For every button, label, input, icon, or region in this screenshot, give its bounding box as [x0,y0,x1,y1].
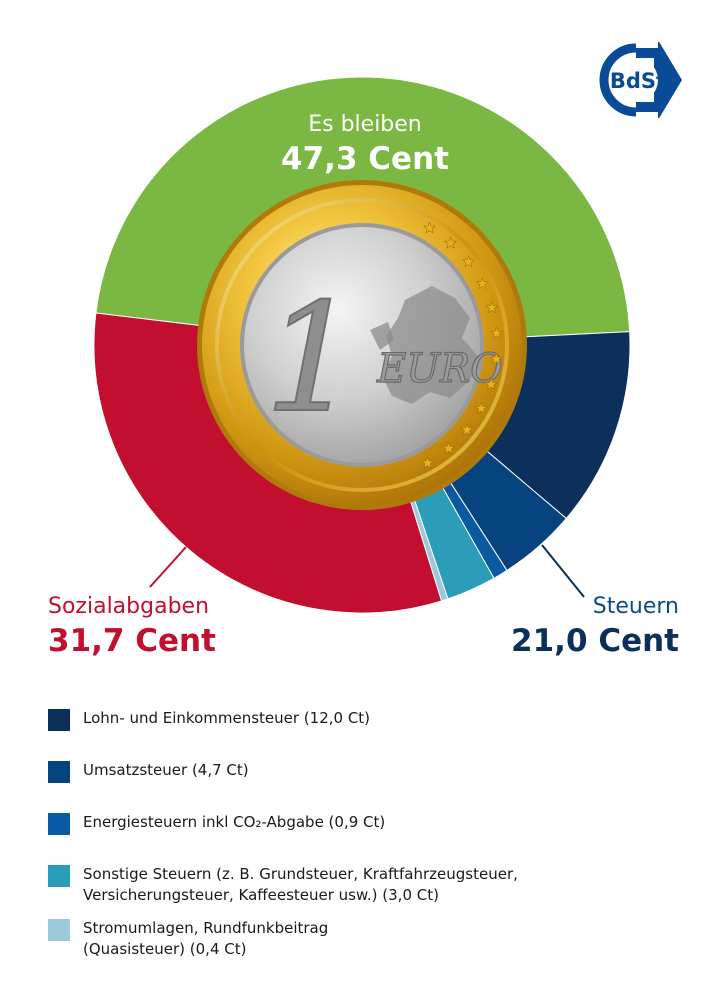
coin-star-icon [474,401,488,414]
legend-label: Sonstige Steuern (z. B. Grundsteuer, Kra… [83,864,603,906]
legend-label: Energiesteuern inkl CO₂-Abgabe (0,9 Ct) [83,812,603,833]
coin-star-icon [489,352,503,365]
coin-star-icon [485,300,499,314]
donut-chart: 1 EURO [93,76,631,614]
legend-label-line: Stromumlagen, Rundfunkbeitrag [83,919,329,937]
bdst-logo: BdSt [599,42,682,118]
coin-star-icon [490,326,503,339]
social-label: Sozialabgaben 31,7 Cent [48,596,216,657]
coin-numeral: 1 [264,272,359,446]
remain-label-title: Es bleiben [308,112,422,137]
coin-currency: EURO [376,346,503,392]
remain-label: Es bleiben 47,3 Cent [281,114,449,175]
legend-label-line: Energiesteuern inkl CO₂-Abgabe (0,9 Ct) [83,813,386,831]
legend-label: Stromumlagen, Rundfunkbeitrag (Quasisteue… [83,918,603,960]
logo-text: BdSt [610,69,666,93]
tax-leader-line [541,544,585,598]
legend-swatch [48,865,70,887]
euro-coin-image: 1 EURO [197,180,527,510]
legend-label: Umsatzsteuer (4,7 Ct) [83,760,603,781]
legend-label-line: Versicherungsteuer, Kaffeesteuer usw.) (… [83,886,439,904]
social-label-title: Sozialabgaben [48,594,210,619]
coin-star-icon [420,456,434,469]
coin-star-icon [475,276,489,290]
tax-label-value: 21,0 Cent [511,623,679,659]
tax-label-title: Steuern [592,594,679,619]
coin-star-icon [442,441,456,454]
legend-label-line: (Quasisteuer) (0,4 Ct) [83,940,247,958]
legend-item: Lohn- und Einkommensteuer (12,0 Ct) [48,708,603,731]
legend-label-line: Umsatzsteuer (4,7 Ct) [83,761,249,779]
legend-label-line: Sonstige Steuern (z. B. Grundsteuer, Kra… [83,865,518,883]
coin-star-icon [423,221,436,234]
social-leader-line [149,546,187,588]
legend-swatch [48,709,70,731]
coin-star-icon [444,236,458,249]
legend-item: Umsatzsteuer (4,7 Ct) [48,760,603,783]
legend-item: Energiesteuern inkl CO₂-Abgabe (0,9 Ct) [48,812,603,835]
coin-star-icon [460,423,474,436]
legend-label-line: Lohn- und Einkommensteuer (12,0 Ct) [83,709,371,727]
coin-star-icon [484,377,498,390]
legend-label: Lohn- und Einkommensteuer (12,0 Ct) [83,708,603,729]
legend-swatch [48,919,70,941]
legend-item: Sonstige Steuern (z. B. Grundsteuer, Kra… [48,864,603,906]
tax-label: Steuern 21,0 Cent [511,596,679,657]
coin-star-icon [461,255,475,268]
legend-swatch [48,813,70,835]
social-label-value: 31,7 Cent [48,623,216,659]
remain-label-value: 47,3 Cent [281,141,449,177]
legend-swatch [48,761,70,783]
legend-item: Stromumlagen, Rundfunkbeitrag (Quasisteue… [48,918,603,960]
